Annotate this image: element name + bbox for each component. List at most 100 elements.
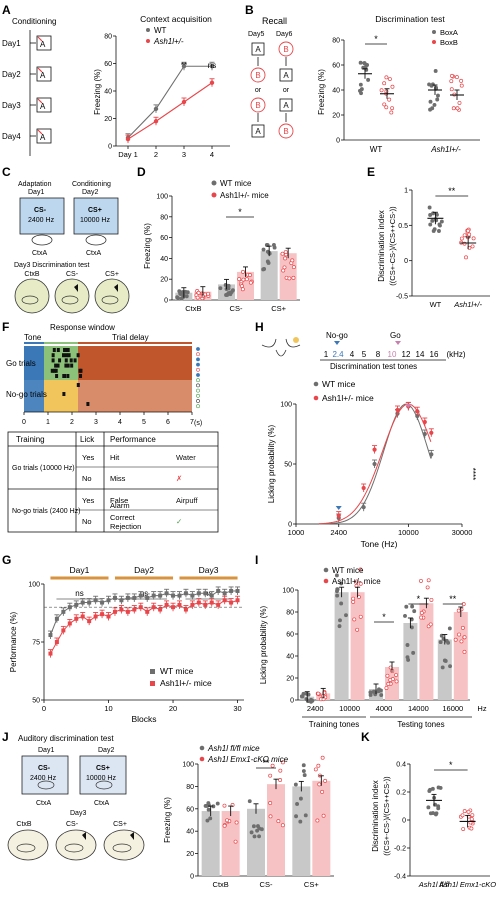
chart-k-y-tick-label: 0 <box>402 818 406 825</box>
panel-f-th-lick: Lick <box>80 435 95 444</box>
lick-tick <box>66 374 70 378</box>
chart-g-ns: ns <box>140 589 148 598</box>
chart-d-data-point <box>176 296 181 301</box>
chart-g-point <box>100 600 105 605</box>
chart-g-point <box>229 600 234 605</box>
chart-h-legend-label: WT mice <box>322 379 356 389</box>
panel-b-day5: Day5 <box>248 31 264 38</box>
panel-a-day-label: Day3 <box>2 101 21 110</box>
chart-j-bar <box>292 786 311 876</box>
chart-e-data-point <box>439 219 444 224</box>
panel-f-x-tick-label: 5 <box>142 419 146 426</box>
chart-j-data-point <box>295 801 300 806</box>
chart-j-bar <box>267 784 285 876</box>
chart-g-point <box>171 605 176 610</box>
chart-g-point <box>145 609 150 614</box>
chart-d-data-point <box>290 258 295 263</box>
panel-f-cell-performance: Rejection <box>110 522 141 531</box>
chart-e-data-point <box>428 213 433 217</box>
lick-tick <box>73 358 77 363</box>
chart-g-legend-label: WT mice <box>160 666 194 676</box>
chart-i-data-point <box>384 686 389 691</box>
chart-k-data-point <box>434 811 439 816</box>
lick-tick <box>66 363 70 368</box>
chart-g-point <box>235 588 240 593</box>
speaker-icon <box>74 284 78 292</box>
chart-k-x-tick-label: Ash1l fl/fl <box>418 880 450 889</box>
chart-b-sig: * <box>374 34 378 44</box>
chart-e-data-point <box>467 232 472 237</box>
panel-c-adapt: Adaptation <box>18 181 52 188</box>
chart-b-data-point <box>382 102 387 107</box>
chart-d-x-tick-label: CS+ <box>271 304 286 313</box>
context-b-arena <box>7 829 49 861</box>
chart-j-bar <box>201 811 220 876</box>
chart-i-y-tick-label: 60 <box>286 632 294 639</box>
chart-i-data-point <box>411 650 416 655</box>
chart-e-x-tick-label: Ash1l+/- <box>453 300 482 309</box>
panel-h-tone-label: (kHz) <box>446 350 465 359</box>
chart-k-data-point <box>436 804 441 809</box>
chart-d-data-point <box>206 291 211 296</box>
chart-g-legend-label: Ash1l+/- mice <box>160 678 212 688</box>
chart-j-x-tick-label: CS- <box>260 880 273 889</box>
lick-tick <box>86 402 90 406</box>
panel-c-box2-cs: CS+ <box>88 207 102 214</box>
chart-e-y-tick-label: 0 <box>404 258 408 265</box>
chart-i-y-tick-label: 40 <box>286 654 294 661</box>
chart-j-data-point <box>215 801 220 806</box>
chart-j-y-tick-label: 100 <box>182 762 194 769</box>
chart-d-y-tick-label: 60 <box>160 235 168 242</box>
chart-h-x-tick-label: 1000 <box>288 528 305 537</box>
chart-g-point <box>87 619 92 624</box>
chart-g-point <box>203 602 208 607</box>
context-b-icon <box>250 97 266 113</box>
chart-b-data-point <box>459 83 464 88</box>
chart-b-data-point <box>449 87 454 92</box>
chart-j-data-point <box>268 773 273 778</box>
chart-g-ns: ns <box>204 589 212 598</box>
chart-i-bar <box>350 592 365 700</box>
water-drop-icon <box>196 347 200 351</box>
speaker-icon <box>82 832 86 840</box>
chart-i-data-point <box>309 697 314 702</box>
chart-j-data-point <box>222 803 227 808</box>
chart-i-data-point <box>462 635 467 640</box>
chart-g-point <box>67 621 72 626</box>
chart-d-data-point <box>240 287 245 292</box>
panel-j-title: Auditory discrimination test <box>18 734 114 743</box>
panel-j-box2-cs: CS+ <box>96 765 110 772</box>
chart-j-ylabel: Freezing (%) <box>163 797 172 843</box>
chart-h-legend-label: Ash1l+/- mice <box>322 393 374 403</box>
chart-b-data-point <box>390 106 395 111</box>
chart-j-data-point <box>313 767 318 772</box>
chart-b-data-point <box>451 106 456 111</box>
chart-g-point <box>67 605 72 610</box>
chart-i-data-point <box>339 601 344 606</box>
chart-g-point <box>125 609 130 614</box>
chart-e-data-point <box>432 227 437 232</box>
panel-b-ctx-letter: B <box>255 101 260 110</box>
chart-h-legend-marker <box>313 381 319 387</box>
chart-j-data-point <box>206 807 211 812</box>
chart-g-point <box>196 600 201 605</box>
chart-i-data-point <box>419 578 423 583</box>
panel-b-schema-title: Recall <box>262 16 287 26</box>
chart-b-data-point <box>432 102 437 107</box>
chart-j-legend-label: Ash1l Emx1-cKO mice <box>207 755 289 764</box>
chart-g-point <box>216 588 221 593</box>
chart-g-point <box>229 588 234 593</box>
chart-i-data-point <box>337 624 342 629</box>
chart-h-point <box>415 409 420 414</box>
chart-e-data-point <box>470 244 475 249</box>
chart-i-data-point <box>448 664 452 669</box>
chart-d-data-point <box>281 268 286 273</box>
panel-f-th-training: Training <box>16 435 45 444</box>
chart-i-data-point <box>378 688 383 693</box>
chart-d-ylabel: Freezing (%) <box>143 223 152 269</box>
panel-a-day-label: Day1 <box>2 39 21 48</box>
chart-d-data-point <box>178 292 183 296</box>
chart-g-point <box>145 595 150 600</box>
chart-i-data-point <box>428 622 433 627</box>
chart-i-data-point <box>344 613 348 618</box>
